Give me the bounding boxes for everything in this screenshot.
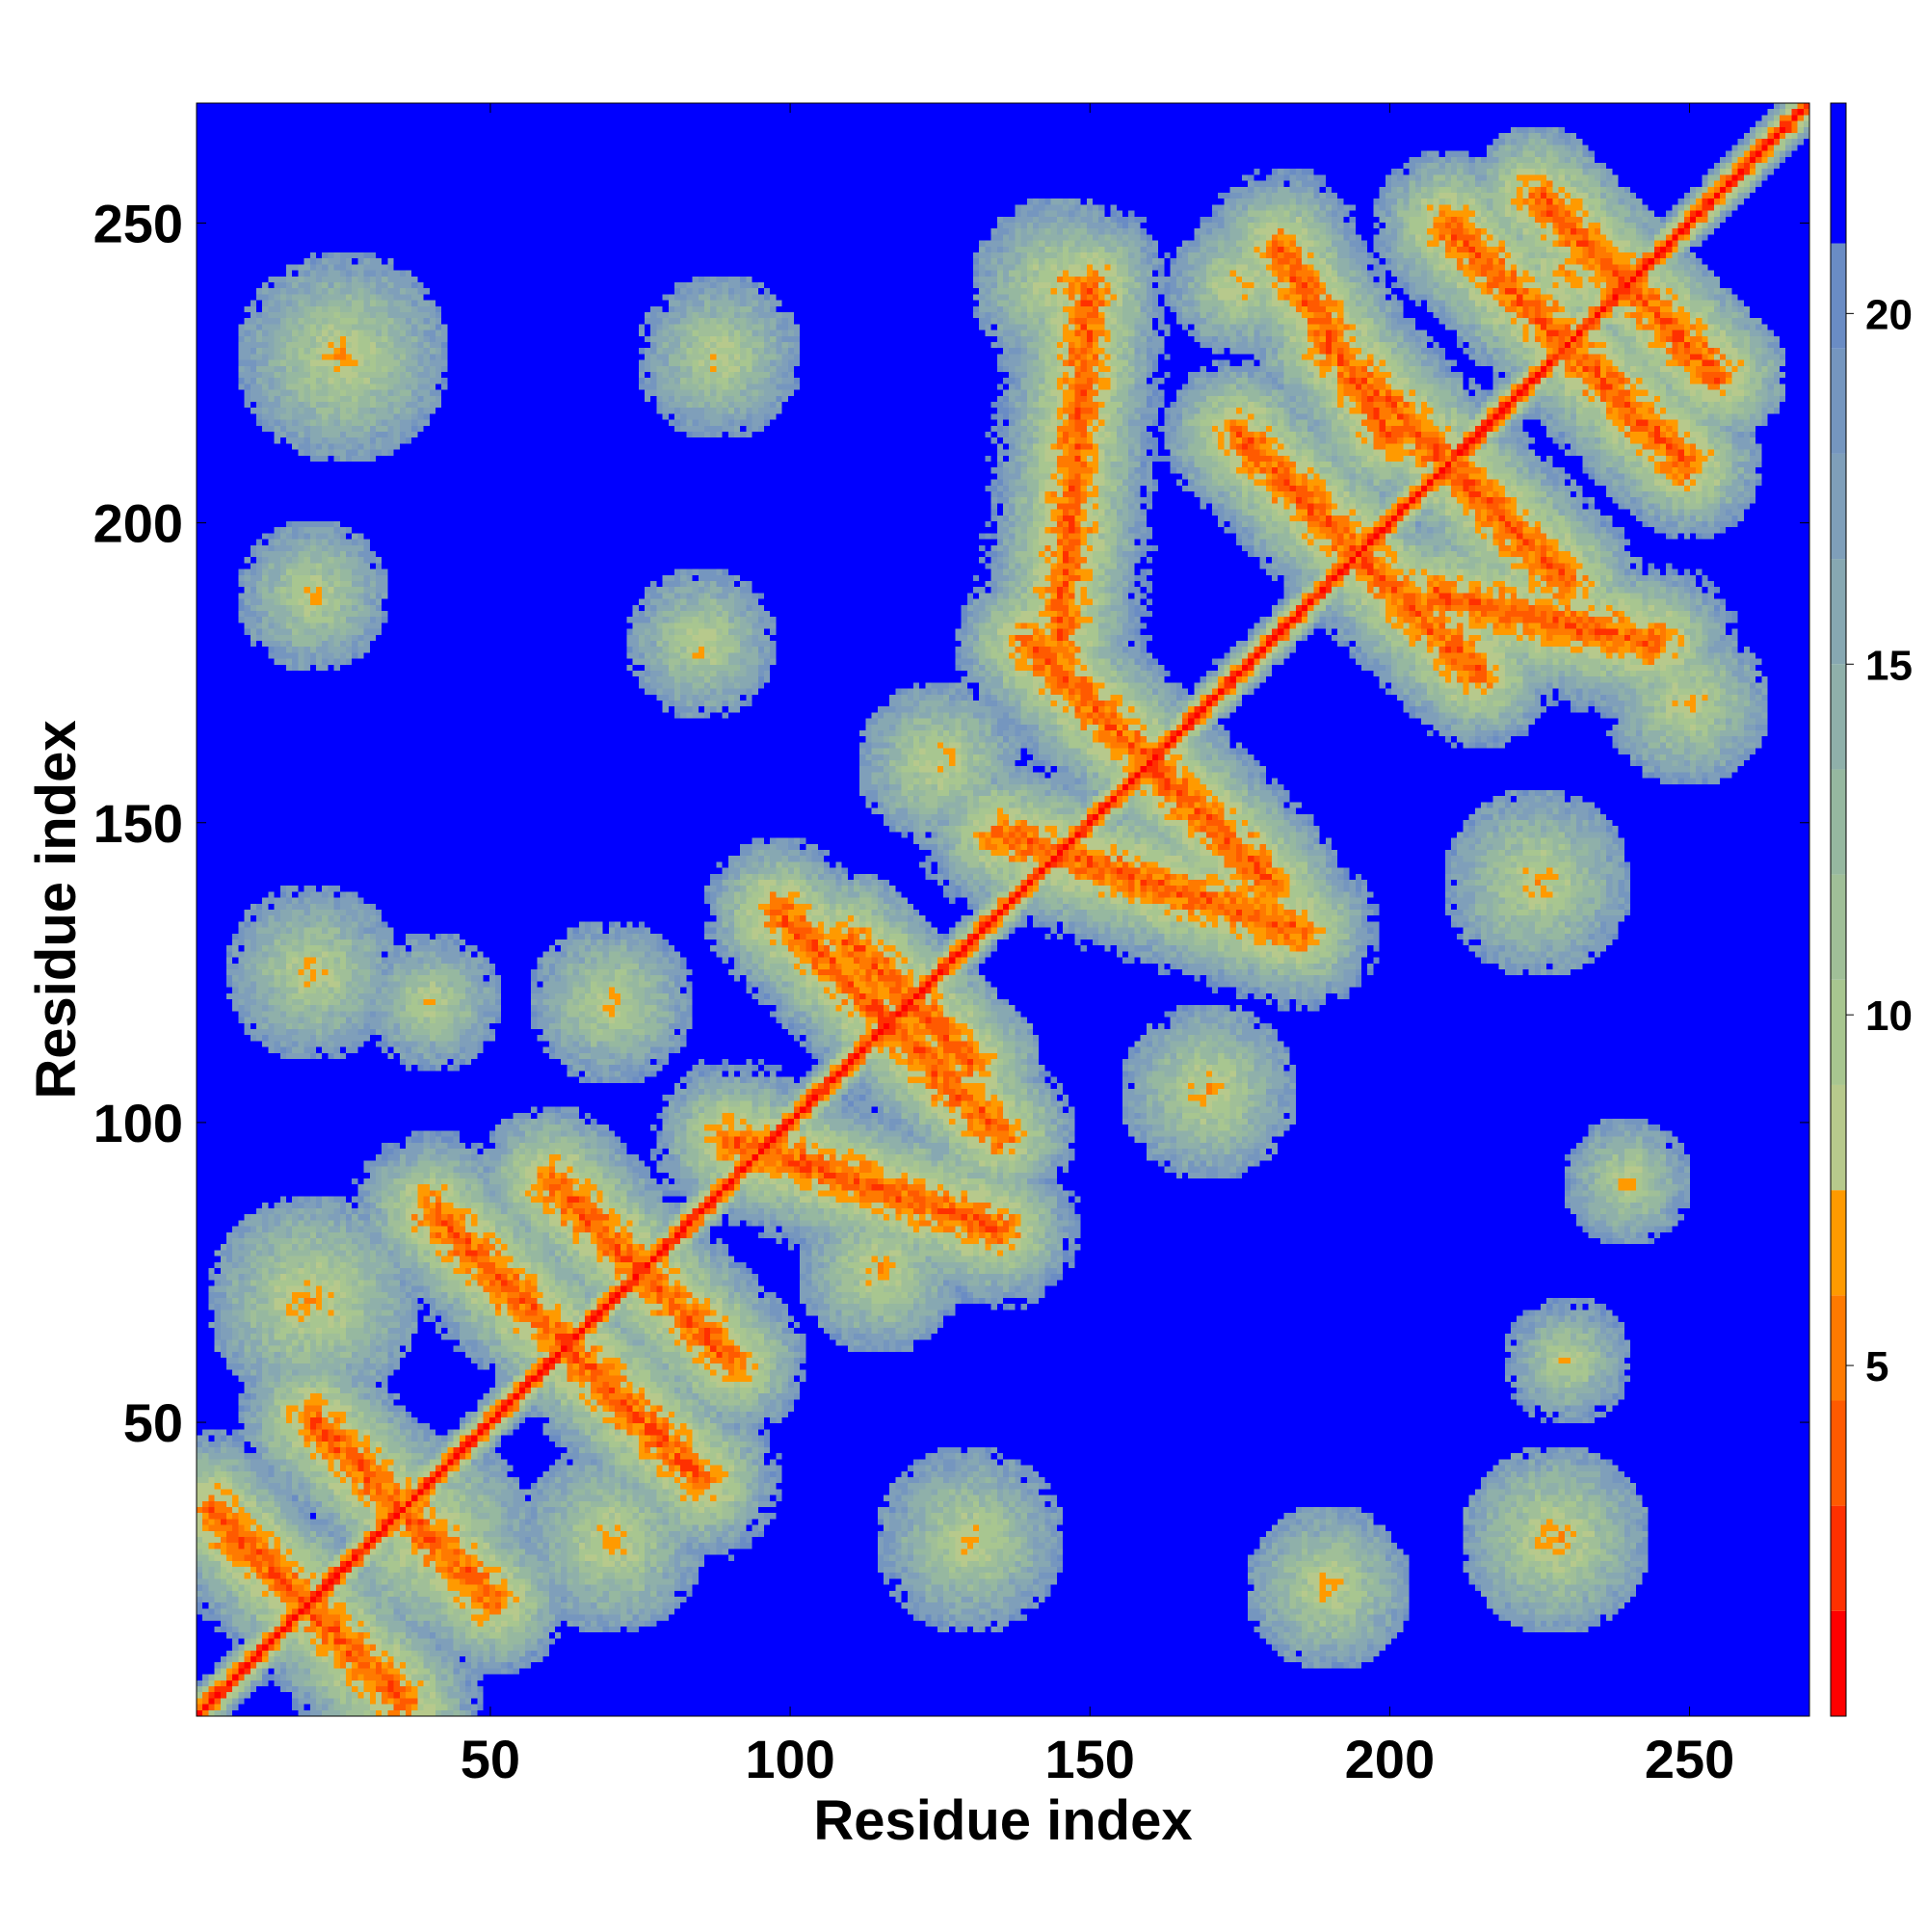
colorbar-level: [1831, 348, 1846, 454]
colorbar-frame: [1830, 102, 1847, 1717]
y-tick-label: 50: [123, 1392, 183, 1453]
colorbar-level: [1831, 103, 1846, 244]
y-axis-ticks: 50 100 150 200 250: [93, 193, 1809, 1453]
y-tick-label: 150: [93, 793, 183, 854]
x-tick-label: 50: [461, 1729, 520, 1789]
x-tick-label: 150: [1045, 1729, 1135, 1789]
heatmap-canvas: [197, 103, 1809, 1716]
colorbar-level: [1831, 664, 1846, 770]
y-axis-title: Residue index: [25, 720, 88, 1098]
x-axis-title: Residue index: [813, 1789, 1192, 1852]
heatmap-plot-area: [197, 103, 1809, 1716]
colorbar: 5 10 15 20: [1830, 102, 1913, 1717]
colorbar-tick-label: 20: [1865, 291, 1913, 338]
y-tick-label: 250: [93, 193, 183, 253]
colorbar-level: [1831, 1400, 1846, 1506]
x-axis-ticks: 50 100 150 200 250: [461, 103, 1734, 1789]
heatmap-raster: [197, 103, 1809, 1716]
x-tick-label: 200: [1345, 1729, 1435, 1789]
colorbar-level: [1831, 1190, 1846, 1296]
x-tick-label: 250: [1645, 1729, 1734, 1789]
colorbar-tick-label: 10: [1865, 992, 1913, 1040]
colorbar-level: [1831, 243, 1846, 349]
colorbar-level: [1831, 874, 1846, 980]
colorbar-tick-label: 15: [1865, 642, 1913, 689]
colorbar-level: [1831, 979, 1846, 1085]
y-tick-label: 200: [93, 493, 183, 554]
colorbar-tick-label: 5: [1865, 1343, 1888, 1390]
colorbar-level: [1831, 1295, 1846, 1401]
colorbar-level: [1831, 1610, 1846, 1716]
x-tick-label: 100: [745, 1729, 834, 1789]
colorbar-level: [1831, 453, 1846, 560]
colorbar-level: [1831, 769, 1846, 875]
colorbar-level: [1831, 1505, 1846, 1611]
y-tick-label: 100: [93, 1093, 183, 1153]
plot-frame: [196, 102, 1810, 1717]
colorbar-level: [1831, 559, 1846, 665]
colorbar-level: [1831, 1084, 1846, 1191]
